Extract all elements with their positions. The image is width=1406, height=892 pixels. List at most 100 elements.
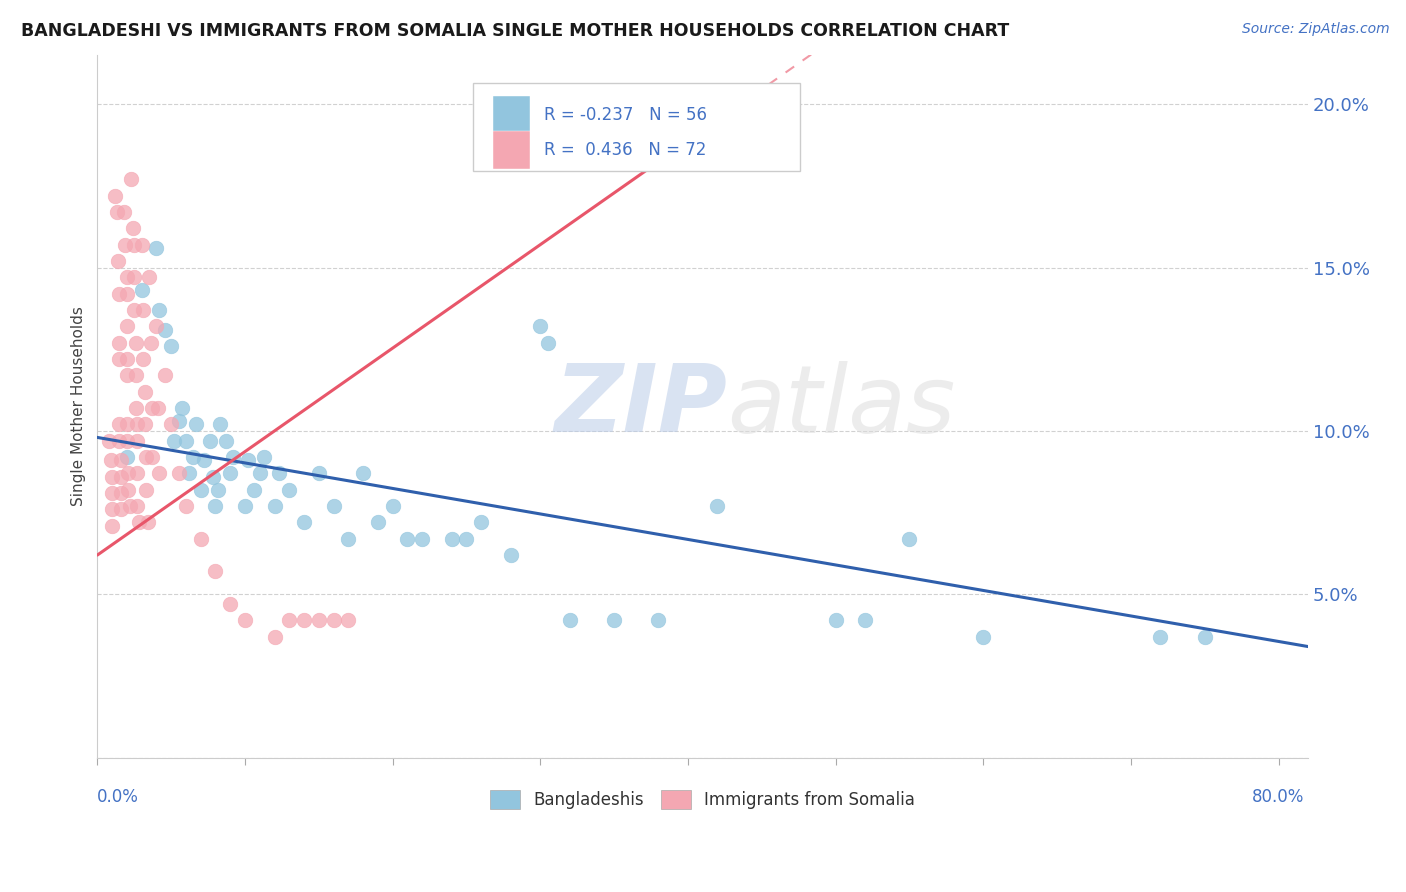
Point bbox=[222, 450, 245, 464]
FancyBboxPatch shape bbox=[494, 95, 530, 134]
Point bbox=[167, 467, 190, 481]
Point bbox=[122, 270, 145, 285]
Point bbox=[177, 467, 200, 481]
Point bbox=[367, 516, 389, 530]
Point bbox=[127, 467, 149, 481]
Point bbox=[529, 319, 551, 334]
Point bbox=[122, 303, 145, 318]
Point bbox=[322, 614, 344, 628]
Point bbox=[101, 486, 124, 500]
Point bbox=[163, 434, 186, 448]
Text: R = -0.237   N = 56: R = -0.237 N = 56 bbox=[544, 106, 707, 124]
Point bbox=[100, 453, 122, 467]
Point bbox=[160, 339, 183, 353]
Point bbox=[108, 434, 131, 448]
Point bbox=[118, 499, 141, 513]
Point bbox=[470, 516, 492, 530]
Point bbox=[134, 384, 156, 399]
Point bbox=[136, 516, 159, 530]
Point bbox=[110, 453, 132, 467]
Point bbox=[115, 450, 138, 464]
Text: 0.0%: 0.0% bbox=[97, 789, 139, 806]
Point bbox=[440, 532, 463, 546]
Point bbox=[114, 237, 136, 252]
Point bbox=[308, 614, 330, 628]
Point bbox=[1194, 630, 1216, 644]
Point bbox=[233, 499, 256, 513]
Point bbox=[456, 532, 478, 546]
Point bbox=[108, 417, 131, 432]
Point bbox=[125, 335, 148, 350]
Point bbox=[132, 303, 155, 318]
Point bbox=[1149, 630, 1171, 644]
Point bbox=[98, 434, 121, 448]
Point bbox=[853, 614, 876, 628]
Point bbox=[120, 172, 142, 186]
Point bbox=[263, 499, 285, 513]
Point bbox=[193, 453, 215, 467]
Point bbox=[132, 351, 155, 366]
Point bbox=[337, 614, 360, 628]
Point bbox=[243, 483, 266, 497]
Text: 80.0%: 80.0% bbox=[1253, 789, 1305, 806]
Point bbox=[125, 368, 148, 383]
Point bbox=[101, 469, 124, 483]
Point bbox=[267, 467, 290, 481]
Point bbox=[115, 286, 138, 301]
Text: R =  0.436   N = 72: R = 0.436 N = 72 bbox=[544, 141, 706, 159]
Point bbox=[972, 630, 994, 644]
Point bbox=[128, 516, 150, 530]
Point bbox=[219, 597, 242, 611]
Point bbox=[190, 532, 212, 546]
Point bbox=[105, 205, 128, 219]
Point bbox=[131, 284, 153, 298]
Point bbox=[292, 614, 315, 628]
Point bbox=[308, 467, 330, 481]
Point bbox=[186, 417, 208, 432]
Point bbox=[148, 467, 170, 481]
Legend: Bangladeshis, Immigrants from Somalia: Bangladeshis, Immigrants from Somalia bbox=[484, 783, 922, 816]
Point bbox=[263, 630, 285, 644]
Text: BANGLADESHI VS IMMIGRANTS FROM SOMALIA SINGLE MOTHER HOUSEHOLDS CORRELATION CHAR: BANGLADESHI VS IMMIGRANTS FROM SOMALIA S… bbox=[21, 22, 1010, 40]
Point bbox=[198, 434, 221, 448]
Point bbox=[396, 532, 419, 546]
Point bbox=[108, 351, 131, 366]
Point bbox=[160, 417, 183, 432]
Point bbox=[125, 401, 148, 415]
Point bbox=[647, 614, 669, 628]
Point bbox=[115, 270, 138, 285]
Y-axis label: Single Mother Households: Single Mother Households bbox=[72, 307, 86, 507]
Point bbox=[131, 237, 153, 252]
Point bbox=[249, 467, 271, 481]
Point bbox=[381, 499, 404, 513]
Point bbox=[115, 368, 138, 383]
Text: atlas: atlas bbox=[727, 361, 955, 452]
Point bbox=[537, 335, 560, 350]
Point bbox=[219, 467, 242, 481]
Point bbox=[112, 205, 135, 219]
Point bbox=[127, 499, 149, 513]
Point bbox=[155, 368, 177, 383]
Point bbox=[278, 483, 301, 497]
Point bbox=[110, 486, 132, 500]
Point bbox=[824, 614, 846, 628]
Point bbox=[146, 401, 169, 415]
Point bbox=[115, 417, 138, 432]
Point bbox=[603, 614, 626, 628]
Point bbox=[135, 450, 157, 464]
Point bbox=[135, 483, 157, 497]
Point bbox=[108, 335, 131, 350]
Point bbox=[115, 319, 138, 334]
FancyBboxPatch shape bbox=[472, 83, 800, 171]
Point bbox=[139, 335, 162, 350]
Point bbox=[233, 614, 256, 628]
Point bbox=[110, 502, 132, 516]
Point bbox=[101, 518, 124, 533]
Point bbox=[215, 434, 238, 448]
Point bbox=[107, 254, 129, 268]
Point bbox=[122, 237, 145, 252]
Point bbox=[127, 417, 149, 432]
Point bbox=[167, 414, 190, 428]
Point bbox=[411, 532, 433, 546]
Point bbox=[208, 417, 231, 432]
